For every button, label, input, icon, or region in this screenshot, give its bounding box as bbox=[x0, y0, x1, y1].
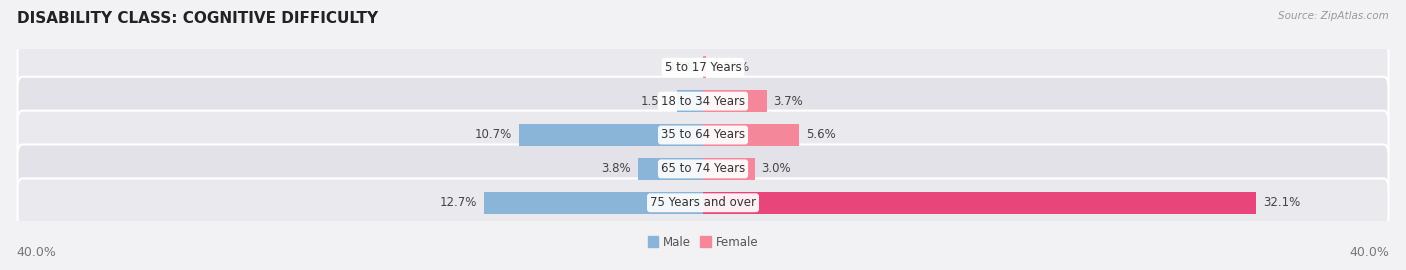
Text: 65 to 74 Years: 65 to 74 Years bbox=[661, 162, 745, 176]
Text: 35 to 64 Years: 35 to 64 Years bbox=[661, 129, 745, 141]
Bar bbox=[703, 158, 755, 180]
FancyBboxPatch shape bbox=[17, 178, 1389, 227]
FancyBboxPatch shape bbox=[17, 43, 1389, 92]
Text: 18 to 34 Years: 18 to 34 Years bbox=[661, 94, 745, 108]
Text: 3.0%: 3.0% bbox=[762, 162, 792, 176]
Text: 5 to 17 Years: 5 to 17 Years bbox=[665, 61, 741, 74]
Text: 12.7%: 12.7% bbox=[440, 196, 478, 209]
Bar bbox=[703, 90, 766, 112]
Bar bbox=[484, 192, 703, 214]
Text: 5.6%: 5.6% bbox=[807, 129, 837, 141]
Bar bbox=[637, 158, 703, 180]
Text: DISABILITY CLASS: COGNITIVE DIFFICULTY: DISABILITY CLASS: COGNITIVE DIFFICULTY bbox=[17, 11, 378, 26]
Text: 75 Years and over: 75 Years and over bbox=[650, 196, 756, 209]
Text: 40.0%: 40.0% bbox=[1350, 246, 1389, 259]
Text: 1.5%: 1.5% bbox=[641, 94, 671, 108]
FancyBboxPatch shape bbox=[17, 77, 1389, 126]
Text: 3.7%: 3.7% bbox=[773, 94, 803, 108]
Bar bbox=[703, 192, 1256, 214]
Text: 10.7%: 10.7% bbox=[475, 129, 512, 141]
Text: Source: ZipAtlas.com: Source: ZipAtlas.com bbox=[1278, 11, 1389, 21]
Text: 0.0%: 0.0% bbox=[666, 61, 696, 74]
Text: 0.15%: 0.15% bbox=[713, 61, 749, 74]
Bar bbox=[519, 124, 703, 146]
Text: 40.0%: 40.0% bbox=[17, 246, 56, 259]
Text: 32.1%: 32.1% bbox=[1263, 196, 1301, 209]
Text: 3.8%: 3.8% bbox=[600, 162, 631, 176]
Bar bbox=[678, 90, 703, 112]
FancyBboxPatch shape bbox=[17, 144, 1389, 193]
Bar bbox=[703, 124, 800, 146]
Legend: Male, Female: Male, Female bbox=[643, 231, 763, 254]
FancyBboxPatch shape bbox=[17, 111, 1389, 159]
Bar bbox=[703, 56, 706, 78]
